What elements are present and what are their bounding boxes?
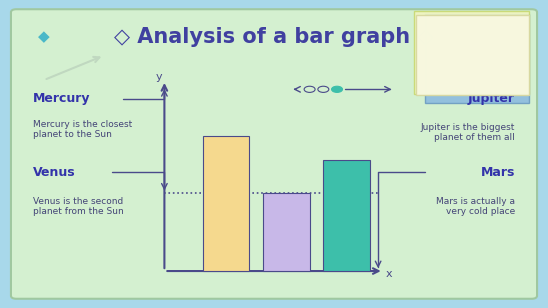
Text: ◇ Analysis of a bar graph ◇: ◇ Analysis of a bar graph ◇ xyxy=(115,27,433,47)
Text: Jupiter: Jupiter xyxy=(468,92,515,105)
FancyBboxPatch shape xyxy=(425,14,529,103)
FancyBboxPatch shape xyxy=(11,9,537,299)
Text: Venus: Venus xyxy=(33,166,76,179)
Text: Jupiter is the biggest
planet of them all: Jupiter is the biggest planet of them al… xyxy=(421,123,515,142)
Text: ◆: ◆ xyxy=(38,30,50,44)
FancyBboxPatch shape xyxy=(414,11,529,94)
FancyBboxPatch shape xyxy=(263,193,310,271)
Text: Mercury is the closest
planet to the Sun: Mercury is the closest planet to the Sun xyxy=(33,120,132,139)
Text: y: y xyxy=(156,72,162,82)
Text: Mercury: Mercury xyxy=(33,92,90,105)
Text: x: x xyxy=(386,269,392,279)
FancyBboxPatch shape xyxy=(416,15,529,95)
Circle shape xyxy=(332,86,342,92)
Text: Mars is actually a
very cold place: Mars is actually a very cold place xyxy=(436,197,515,216)
Text: Mars: Mars xyxy=(481,166,515,179)
FancyBboxPatch shape xyxy=(203,136,249,271)
Text: Venus is the second
planet from the Sun: Venus is the second planet from the Sun xyxy=(33,197,124,216)
FancyBboxPatch shape xyxy=(323,160,370,271)
